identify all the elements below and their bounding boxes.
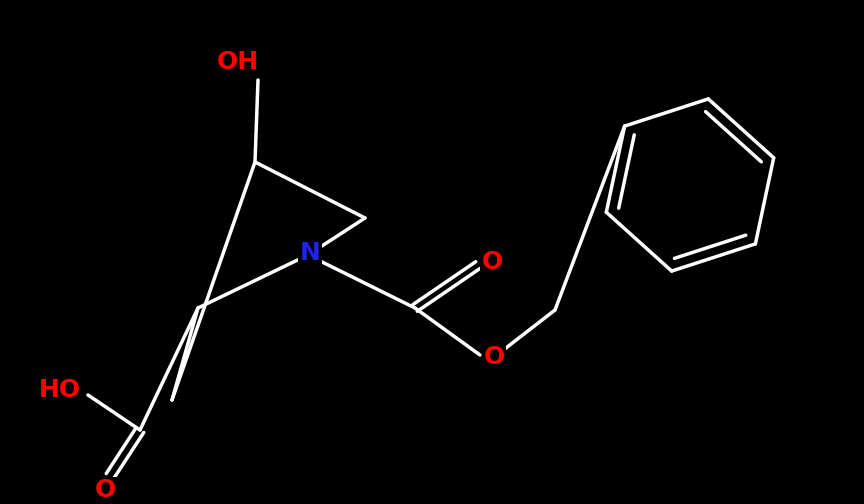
Text: HO: HO <box>39 378 81 402</box>
Text: O: O <box>481 250 503 274</box>
Text: O: O <box>483 345 505 369</box>
Text: OH: OH <box>217 50 259 74</box>
Text: N: N <box>300 241 321 265</box>
Text: O: O <box>94 478 116 502</box>
